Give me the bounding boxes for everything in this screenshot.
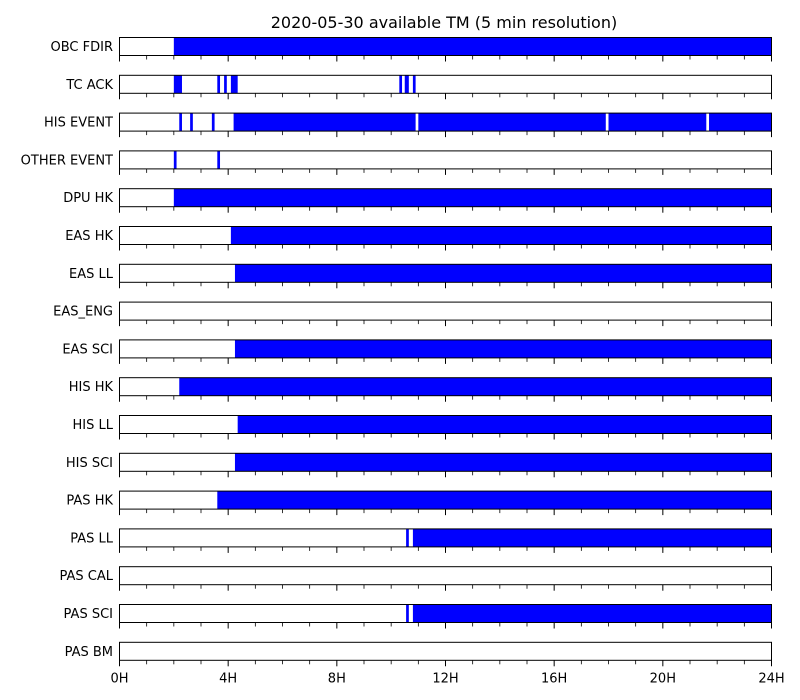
row-label: PAS SCI: [64, 607, 113, 622]
row-label: EAS HK: [65, 229, 113, 244]
row-frame: [119, 566, 772, 586]
timeline-row: OBC FDIR: [51, 37, 772, 62]
row-ticks: [119, 660, 772, 667]
row-label: PAS BM: [65, 645, 113, 660]
row-ticks: [119, 395, 772, 402]
row-label: EAS SCI: [62, 342, 113, 357]
availability-bar: [237, 415, 772, 434]
timeline-row: PAS BM: [65, 641, 772, 667]
x-tick-label: 8H: [328, 671, 346, 686]
availability-bar: [190, 113, 193, 132]
row-ticks: [119, 131, 772, 138]
timeline-row: DPU HK: [63, 188, 772, 213]
row-ticks: [119, 622, 772, 629]
availability-bar: [234, 453, 772, 472]
row-label: DPU HK: [63, 191, 113, 206]
row-ticks: [119, 244, 772, 251]
timeline-rows: OBC FDIR TC ACK HIS EVENT OTHER EVENT DPU HK…: [21, 37, 772, 667]
row-label: HIS LL: [73, 418, 114, 433]
x-axis: 0H 4H 8H 12H 16H 20H 24H: [110, 671, 784, 686]
availability-bar: [173, 37, 772, 56]
timeline-row: OTHER EVENT: [21, 150, 772, 175]
row-label: HIS HK: [69, 380, 114, 395]
row-label: OTHER EVENT: [21, 153, 113, 168]
timeline-row: EAS HK: [65, 226, 772, 251]
row-label: EAS_ENG: [53, 305, 113, 320]
row-ticks: [119, 168, 772, 175]
row-label: PAS HK: [66, 494, 113, 509]
chart-title: 2020-05-30 available TM (5 min resolutio…: [271, 13, 617, 32]
row-ticks: [119, 320, 772, 327]
x-tick-label: 24H: [758, 671, 784, 686]
availability-bar: [399, 75, 403, 94]
row-ticks: [119, 55, 772, 62]
timeline-row: TC ACK: [65, 74, 772, 100]
availability-bar: [418, 113, 606, 132]
timeline-row: HIS HK: [69, 377, 772, 402]
availability-bar: [412, 604, 772, 623]
row-label: EAS LL: [69, 267, 114, 282]
availability-bar: [230, 75, 238, 94]
row-ticks: [119, 93, 772, 100]
availability-bar: [406, 604, 409, 623]
availability-bar: [224, 75, 227, 94]
row-ticks: [119, 546, 772, 553]
row-ticks: [119, 584, 772, 591]
availability-bar: [211, 113, 215, 132]
timeline-row: EAS LL: [69, 263, 772, 289]
timeline-row: PAS HK: [66, 490, 772, 516]
row-ticks: [119, 471, 772, 478]
row-ticks: [119, 206, 772, 213]
availability-bar: [173, 75, 182, 94]
row-label: PAS LL: [70, 531, 114, 546]
availability-bar: [230, 226, 772, 245]
availability-bar: [173, 150, 177, 169]
timeline-row: EAS SCI: [62, 339, 772, 364]
x-tick-label: 0H: [110, 671, 128, 686]
x-tick-label: 20H: [650, 671, 676, 686]
availability-bar: [179, 377, 772, 396]
x-tick-label: 12H: [432, 671, 458, 686]
availability-bar: [217, 75, 221, 94]
row-label: TC ACK: [65, 78, 113, 93]
availability-bar: [234, 339, 772, 358]
availability-bar: [217, 491, 772, 510]
timeline-row: PAS CAL: [60, 566, 772, 591]
availability-bar: [709, 113, 772, 132]
availability-bar: [608, 113, 707, 132]
row-label: OBC FDIR: [51, 40, 114, 55]
row-label: PAS CAL: [60, 569, 114, 584]
availability-bar: [412, 528, 772, 547]
row-label: HIS EVENT: [44, 116, 113, 131]
availability-bar: [234, 264, 772, 283]
x-tick-label: 4H: [219, 671, 237, 686]
timeline-row: HIS EVENT: [44, 112, 772, 138]
row-ticks: [119, 357, 772, 364]
timeline-row: PAS LL: [70, 528, 772, 553]
availability-bar: [233, 113, 416, 132]
availability-bar: [179, 113, 182, 132]
row-frame: [119, 641, 772, 661]
availability-bar: [406, 528, 409, 547]
availability-bar: [217, 150, 221, 169]
row-frame: [119, 301, 772, 321]
row-ticks: [119, 509, 772, 516]
availability-bar: [173, 188, 772, 207]
availability-bar: [412, 75, 416, 94]
row-ticks: [119, 433, 772, 440]
row-label: HIS SCI: [66, 456, 113, 471]
timeline-row: HIS LL: [73, 415, 772, 440]
row-ticks: [119, 282, 772, 289]
timeline-row: HIS SCI: [66, 452, 772, 478]
x-tick-label: 16H: [541, 671, 567, 686]
timeline-row: PAS SCI: [64, 604, 772, 629]
timeline-row: EAS_ENG: [53, 301, 772, 327]
availability-bar: [404, 75, 409, 94]
